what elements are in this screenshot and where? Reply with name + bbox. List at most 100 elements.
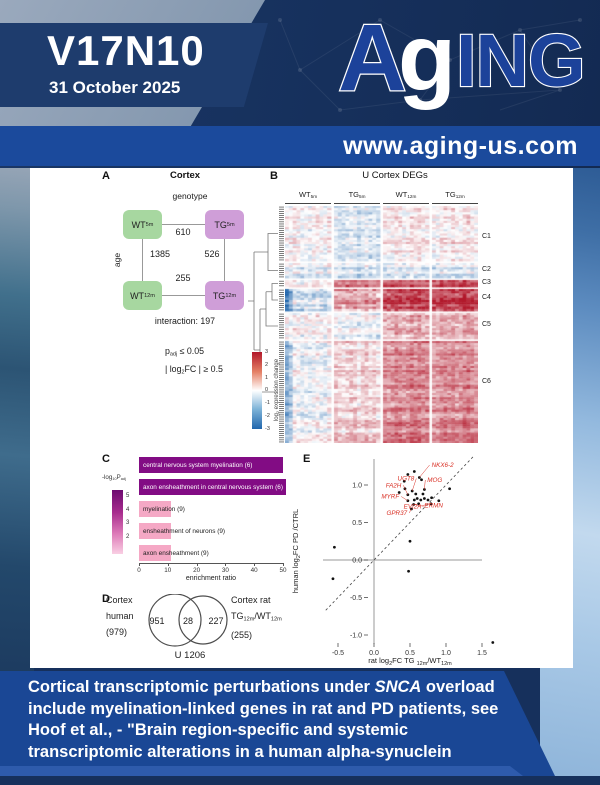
enrichment-x-tick [283, 563, 284, 566]
issue-number: V17N10 [47, 27, 205, 74]
enrichment-bar-label: axon ensheathment in central nervous sys… [143, 483, 283, 491]
enrichment-legend-title: -log10Padj [102, 474, 126, 481]
edge-count-bottom: 255 [175, 273, 191, 283]
heatmap-canvas [285, 206, 478, 443]
enrichment-x-tick-label: 0 [137, 567, 141, 574]
panel-b-label: B [270, 170, 278, 182]
heatmap-legend-tick: -2 [265, 413, 270, 419]
scatter-plot: 1.0 0.5 0.0 -0.5 -1.0 -0.5 0.0 0.5 1.0 1.5 NKX6-2 M… [291, 456, 495, 666]
heatmap-legend-tick: 2 [265, 361, 269, 368]
heatmap-legend-gradient [252, 352, 262, 429]
aging-logo: A g ING [337, 4, 596, 128]
node-wt12m: WT 12m [123, 281, 162, 310]
gene-label-fa2h: FA2H [386, 482, 402, 489]
heatmap-col-tg12m: TG12m [432, 190, 478, 204]
svg-text:0.0: 0.0 [352, 557, 362, 564]
edge-count-right: 526 [204, 249, 220, 259]
panel-c-label: C [102, 453, 110, 465]
enrichment-legend-tick: 2 [126, 533, 130, 540]
heatmap-col-tg5m: TG5m [334, 190, 380, 204]
gene-label-mog: MOG [427, 477, 442, 484]
enrichment-x-axis-label: enrichment ratio [185, 575, 237, 582]
panel-d-label: D [102, 593, 110, 605]
svg-text:0.0: 0.0 [369, 650, 379, 657]
enrichment-bar-label: ensheathment of neurons (9) [143, 527, 226, 535]
cluster-label-c6: C6 [482, 378, 491, 385]
log2fc-criterion: | log2FC | ≥ 0.5 [165, 364, 223, 376]
panel-a-label: A [102, 170, 110, 182]
enrichment-legend-gradient [112, 490, 123, 554]
dendrogram [248, 206, 284, 443]
padj-criterion: padj ≤ 0.05 [165, 346, 205, 358]
panel-a-title: Cortex [169, 170, 201, 181]
scatter-x-axis-label: rat log2FC TG 12m/WT12m [368, 656, 452, 666]
enrichment-x-tick [254, 563, 256, 566]
enrichment-legend-tick: 4 [126, 506, 130, 513]
scatter-y-axis-label: human log2FC PD /CTRL [291, 509, 302, 593]
gene-label-ugt8: UGT8 [398, 476, 415, 483]
node-tg12m: TG 12m [205, 281, 244, 310]
masthead: V17N10 31 October 2025 A g ING www.aging… [0, 0, 600, 168]
enrichment-x-tick [196, 563, 198, 566]
svg-text:1.0: 1.0 [441, 650, 451, 657]
node-tg5m: TG 5m [205, 210, 244, 239]
bottom-strip-decor [0, 766, 523, 776]
genotype-axis-label: genotype [172, 191, 208, 201]
logo-letter-g: g [398, 5, 456, 111]
edge-left-line [142, 239, 143, 281]
panel-e-label: E [303, 453, 311, 465]
svg-text:-0.5: -0.5 [332, 650, 344, 657]
enrichment-x-tick-label: 20 [193, 567, 201, 574]
network-pattern-decor [278, 18, 582, 112]
website-band: www.aging-us.com [0, 126, 600, 166]
venn-right-label: Cortex rat TG12m/WT12m (255) [231, 595, 282, 641]
enrichment-bar-label: myelination (9) [143, 505, 185, 513]
venn-intersection-count: 28 [183, 616, 193, 626]
venn-left-label: Cortex human (979) [106, 595, 134, 637]
enrichment-bar [139, 523, 171, 539]
enrichment-legend-tick: 3 [126, 520, 130, 526]
heatmap-legend-tick: -1 [265, 400, 270, 407]
age-axis-label: age [112, 252, 122, 268]
enrichment-bar [139, 545, 171, 561]
figure-card: A Cortex genotype WT 5m TG 5m WT 12m TG 12m … [30, 166, 573, 668]
heatmap-legend-tick: 1 [265, 374, 269, 381]
cluster-label-c1: C1 [482, 233, 491, 240]
svg-text:1.0: 1.0 [352, 482, 362, 489]
enrichment-x-tick-label: 30 [221, 567, 229, 574]
venn-union-label: U 1206 [174, 650, 206, 661]
gene-label-ermn: ERMN [424, 503, 443, 510]
enrichment-x-tick-label: 10 [164, 567, 172, 574]
issue-date: 31 October 2025 [49, 78, 181, 97]
enrichment-x-tick [225, 563, 227, 566]
enrichment-bar-label: axon ensheathment (9) [143, 549, 209, 557]
gene-label-myrf: MYRF [381, 494, 400, 501]
edge-count-left: 1385 [149, 249, 171, 259]
svg-text:-1.0: -1.0 [350, 632, 362, 639]
cover-caption: Cortical transcriptomic perturbations un… [28, 678, 499, 776]
cluster-label-c2: C2 [482, 266, 491, 273]
enrichment-bar [139, 457, 283, 473]
gene-label-evi2a: EVI2A [404, 503, 422, 510]
interaction-count: interaction: 197 [154, 316, 216, 326]
heatmap-legend-label: log2 expression change [274, 358, 280, 422]
heatmap-legend-tick: 0 [265, 387, 269, 394]
svg-text:0.5: 0.5 [352, 520, 362, 527]
svg-text:0.5: 0.5 [405, 650, 415, 657]
venn-left-count: 951 [149, 616, 164, 626]
enrichment-x-tick [167, 563, 169, 566]
edge-right-line [224, 239, 225, 281]
svg-text:1.5: 1.5 [477, 650, 487, 657]
gene-label-gpr37: GPR37 [386, 510, 407, 517]
edge-top-line [162, 224, 205, 225]
heatmap-legend-tick: -3 [265, 425, 270, 432]
venn-diagram: 951 28 227 [148, 594, 228, 647]
venn-right-count: 227 [208, 616, 223, 626]
edge-bottom-line [162, 295, 205, 296]
logo-letter-a: A [338, 5, 407, 111]
caption-band: Cortical transcriptomic perturbations un… [0, 671, 555, 776]
enrichment-bar [139, 501, 171, 517]
website-url[interactable]: www.aging-us.com [343, 132, 578, 160]
enrichment-x-tick-label: 50 [279, 567, 287, 574]
cluster-label-c3: C3 [482, 279, 491, 286]
